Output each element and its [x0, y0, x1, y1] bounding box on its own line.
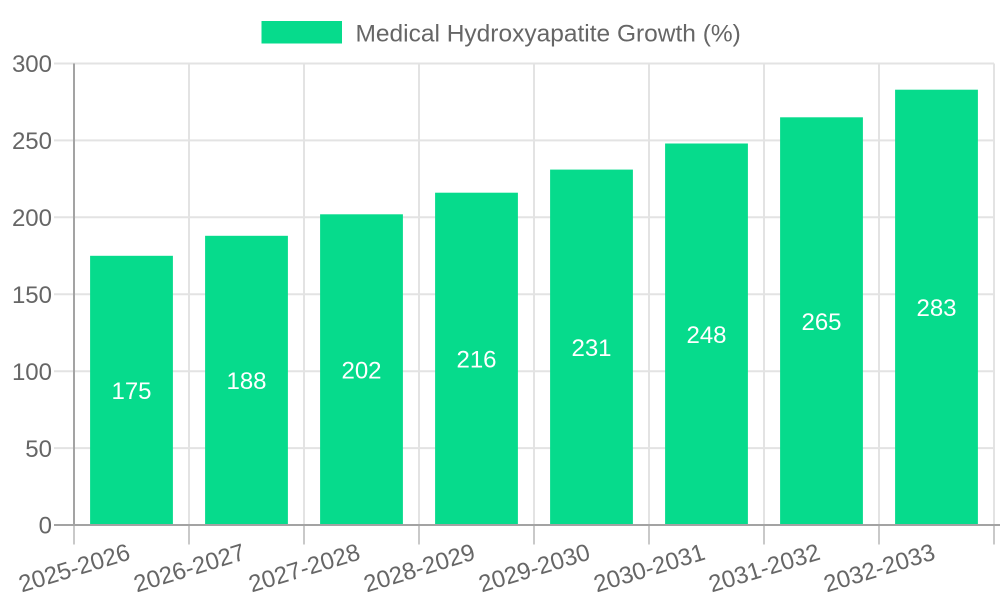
svg-text:250: 250	[12, 128, 52, 155]
svg-text:300: 300	[12, 51, 52, 78]
svg-text:231: 231	[571, 335, 611, 362]
svg-text:200: 200	[12, 205, 52, 232]
svg-text:50: 50	[25, 436, 52, 463]
svg-text:175: 175	[111, 378, 151, 405]
svg-text:283: 283	[916, 295, 956, 322]
svg-text:248: 248	[686, 322, 726, 349]
svg-text:100: 100	[12, 359, 52, 386]
svg-text:150: 150	[12, 282, 52, 309]
svg-text:216: 216	[456, 347, 496, 374]
svg-text:265: 265	[801, 309, 841, 336]
svg-text:188: 188	[226, 368, 266, 395]
svg-text:202: 202	[341, 357, 381, 384]
svg-text:Medical Hydroxyapatite Growth: Medical Hydroxyapatite Growth (%)	[356, 20, 741, 47]
svg-text:0: 0	[39, 513, 52, 540]
